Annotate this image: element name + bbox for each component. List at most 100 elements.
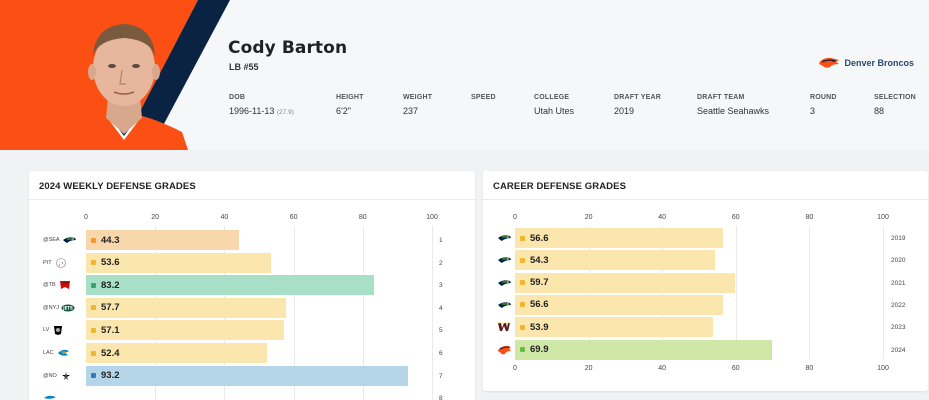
week-number: 6 bbox=[439, 350, 443, 357]
bio-value: Seattle Seahawks bbox=[697, 106, 769, 116]
grade-bar[interactable]: 54.3 bbox=[515, 250, 715, 271]
gridline bbox=[293, 226, 295, 400]
seahawks-logo-icon bbox=[498, 302, 511, 308]
bio-label: WEIGHT bbox=[403, 94, 433, 101]
week-number: 1 bbox=[439, 237, 443, 244]
seahawks-logo-icon bbox=[498, 257, 511, 264]
grade-dot bbox=[520, 235, 525, 241]
career-grades-title: CAREER DEFENSE GRADES bbox=[493, 181, 627, 192]
commanders-logo-icon bbox=[498, 322, 510, 332]
grade-bar[interactable]: 69.9 bbox=[515, 339, 773, 360]
grade-value: 53.6 bbox=[101, 257, 120, 269]
grade-bar[interactable]: 59.7 bbox=[515, 272, 735, 293]
grade-bar[interactable]: 56.6 bbox=[515, 294, 724, 315]
season-year: 2020 bbox=[891, 257, 906, 265]
bio-value-text: 6'2" bbox=[336, 106, 351, 116]
gridline bbox=[362, 226, 364, 400]
bio-speed: SPEED bbox=[471, 94, 496, 106]
bio-draft-team: DRAFT TEAM Seattle Seahawks bbox=[697, 94, 769, 116]
opponent-label: PIT bbox=[43, 259, 52, 266]
axis-tick-label: 80 bbox=[358, 214, 367, 221]
row-label bbox=[497, 321, 511, 333]
grade-bar[interactable]: 53.6 bbox=[86, 252, 272, 273]
player-age: (27.9) bbox=[276, 109, 294, 116]
grade-value: 44.3 bbox=[101, 234, 120, 246]
raiders-logo-icon bbox=[54, 326, 63, 336]
bio-value: 88 bbox=[874, 106, 916, 116]
axis-tick-label: 100 bbox=[877, 214, 889, 221]
opponent-label: LV bbox=[43, 327, 50, 334]
bio-label: DRAFT YEAR bbox=[614, 94, 661, 101]
grade-bar[interactable]: 57.1 bbox=[86, 320, 284, 341]
buccaneers-logo-icon bbox=[59, 281, 70, 290]
chargers-logo-icon bbox=[57, 349, 69, 356]
grade-bar[interactable]: 56.6 bbox=[515, 228, 724, 248]
grade-value: 69.9 bbox=[530, 344, 549, 355]
row-label: @NO bbox=[43, 370, 73, 382]
player-position: LB #55 bbox=[229, 62, 259, 72]
steelers-logo-icon bbox=[55, 257, 66, 268]
row-label: @SEA bbox=[43, 234, 76, 246]
broncos-logo-icon bbox=[498, 345, 511, 354]
player-name: Cody Barton bbox=[228, 38, 348, 58]
grade-bar[interactable]: 57.7 bbox=[86, 297, 286, 318]
team-name: Denver Broncos bbox=[844, 58, 914, 68]
weekly-grades-title: 2024 WEEKLY DEFENSE GRADES bbox=[39, 181, 196, 192]
axis-tick-label-bottom: 0 bbox=[513, 365, 517, 372]
axis-tick-label: 40 bbox=[658, 214, 667, 221]
row-label: @NYJ JETS bbox=[43, 302, 75, 314]
grade-bar[interactable]: 93.2 bbox=[86, 365, 409, 386]
bio-college: COLLEGE Utah Utes bbox=[534, 94, 574, 116]
svg-text:JETS: JETS bbox=[62, 305, 73, 310]
grade-bar[interactable]: 83.2 bbox=[86, 275, 374, 296]
row-label bbox=[43, 392, 57, 400]
team-link[interactable]: Denver Broncos bbox=[818, 57, 914, 69]
opponent-label: @SEA bbox=[43, 237, 60, 243]
bio-value: 237 bbox=[403, 106, 432, 116]
season-year: 2023 bbox=[891, 324, 906, 332]
row-label bbox=[497, 254, 511, 266]
row-label: LAC bbox=[43, 347, 70, 359]
axis-tick-label: 40 bbox=[220, 214, 229, 221]
opponent-label: @NYJ bbox=[43, 304, 59, 311]
jets-logo-icon: JETS bbox=[61, 304, 75, 312]
grade-bar[interactable]: 44.3 bbox=[86, 230, 240, 250]
bio-label: DOB bbox=[229, 94, 246, 101]
bio-value-text: Seattle Seahawks bbox=[697, 106, 770, 116]
axis-tick-label: 80 bbox=[805, 214, 814, 221]
bio-value-text: 2019 bbox=[614, 106, 635, 116]
axis-tick-label: 60 bbox=[289, 214, 298, 221]
grade-dot bbox=[520, 280, 525, 286]
bio-label: SELECTION bbox=[874, 94, 916, 101]
bio-selection: SELECTION 88 bbox=[874, 94, 916, 116]
row-label bbox=[497, 299, 511, 311]
opponent-label: @NO bbox=[43, 372, 57, 379]
grade-bar[interactable]: 52.4 bbox=[86, 343, 268, 363]
player-header: Cody Barton LB #55 Denver Broncos DOB 199… bbox=[0, 0, 929, 150]
gridline bbox=[432, 226, 433, 400]
panthers-logo-icon bbox=[44, 395, 56, 399]
grade-dot bbox=[91, 260, 96, 266]
seahawks-logo-icon bbox=[498, 235, 511, 241]
bio-value: Utah Utes bbox=[534, 106, 574, 116]
axis-tick-label-bottom: 60 bbox=[731, 365, 740, 372]
grade-bar[interactable]: 53.9 bbox=[515, 317, 714, 338]
axis-tick-label: 100 bbox=[426, 214, 438, 221]
grade-dot bbox=[91, 237, 96, 243]
grade-dot bbox=[91, 350, 96, 356]
seahawks-logo-icon bbox=[498, 279, 511, 286]
bio-value-text: Utah Utes bbox=[534, 106, 575, 116]
axis-tick-label-bottom: 80 bbox=[805, 365, 814, 372]
week-number: 7 bbox=[439, 372, 443, 380]
bio-draft-year: DRAFT YEAR 2019 bbox=[614, 94, 661, 116]
bio-height: HEIGHT 6'2" bbox=[336, 94, 364, 116]
bio-label: ROUND bbox=[810, 94, 837, 101]
weekly-grades-card: 2024 WEEKLY DEFENSE GRADES 0 20 40 60 80 100 @… bbox=[29, 171, 475, 400]
bio-value: 2019 bbox=[614, 106, 661, 116]
grade-dot bbox=[91, 373, 96, 379]
grade-value: 57.7 bbox=[101, 302, 120, 314]
week-number: 5 bbox=[439, 327, 443, 335]
gridline bbox=[735, 226, 737, 359]
season-year: 2024 bbox=[891, 346, 906, 354]
bio-value: 1996-11-13 (27.9) bbox=[229, 106, 294, 116]
